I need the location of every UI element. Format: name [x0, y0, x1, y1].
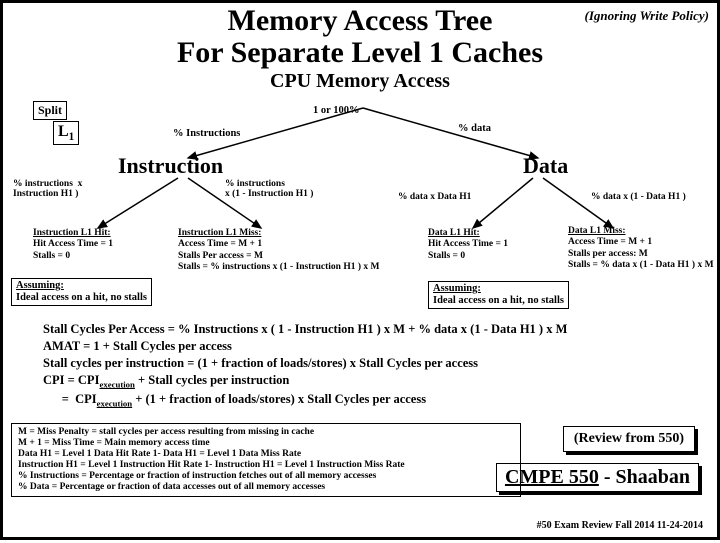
instr-hit-prob: % instructions x Instruction H1 ) — [13, 179, 82, 200]
eq-stall-per-instr: Stall cycles per instruction = (1 + frac… — [43, 355, 703, 372]
instruction-header: Instruction — [118, 153, 223, 179]
instruction-miss-leaf: Instruction L1 Miss: Access Time = M + 1… — [178, 228, 380, 274]
title-line1: Memory Access Tree — [228, 4, 493, 37]
title-line2: For Separate Level 1 Caches — [177, 36, 543, 69]
review-box: (Review from 550) — [563, 426, 695, 452]
course-box: CMPE 550 - Shaaban — [496, 463, 699, 492]
split-label: Split — [33, 101, 67, 120]
data-hit-leaf: Data L1 Hit: Hit Access Time = 1 Stalls … — [428, 228, 508, 262]
pct-data: % data — [458, 123, 491, 134]
data-hit-prob: % data x Data H1 — [398, 192, 471, 202]
root-prob: 1 or 100% — [313, 105, 359, 116]
eq-amat: AMAT = 1 + Stall Cycles per access — [43, 338, 703, 355]
pct-instructions: % Instructions — [173, 128, 240, 139]
definitions-box: M = Miss Penalty = stall cycles per acce… — [11, 423, 521, 497]
assuming-right: Assuming: Ideal access on a hit, no stal… — [428, 281, 569, 309]
policy-note: (Ignoring Write Policy) — [585, 9, 709, 23]
data-header: Data — [523, 153, 568, 179]
eq-cpi-1: CPI = CPIexecution + Stall cycles per in… — [43, 372, 703, 391]
eq-stall-per-access: Stall Cycles Per Access = % Instructions… — [43, 321, 703, 338]
l1-label: L1 — [53, 121, 79, 145]
title-block: (Ignoring Write Policy) Memory Access Tr… — [3, 5, 717, 68]
cpu-subtitle: CPU Memory Access — [3, 70, 717, 93]
equations-block: Stall Cycles Per Access = % Instructions… — [43, 321, 703, 410]
data-miss-leaf: Data L1 Miss: Access Time = M + 1 Stalls… — [568, 226, 714, 272]
assuming-left: Assuming: Ideal access on a hit, no stal… — [11, 278, 152, 306]
instruction-hit-leaf: Instruction L1 Hit: Hit Access Time = 1 … — [33, 228, 113, 262]
eq-cpi-2: = CPIexecution + (1 + fraction of loads/… — [43, 391, 703, 410]
data-miss-prob: % data x (1 - Data H1 ) — [591, 192, 686, 202]
instr-miss-prob: % instructions x (1 - Instruction H1 ) — [225, 179, 313, 200]
footer-info: #50 Exam Review Fall 2014 11-24-2014 — [537, 520, 703, 531]
